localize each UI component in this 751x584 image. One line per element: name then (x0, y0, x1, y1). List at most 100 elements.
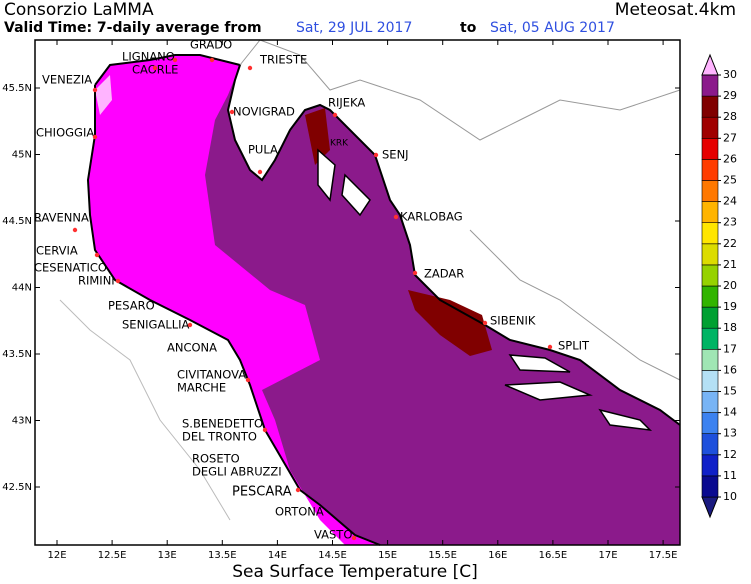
city-label: RIJEKA (328, 96, 365, 110)
city-label: CERVIA (36, 244, 78, 258)
border (469, 229, 681, 381)
colorbar-label: 25 (723, 174, 737, 187)
lon-tick-label: 12E (47, 550, 66, 561)
city-label: S.BENEDETTO (182, 417, 263, 431)
colorbar-segment (701, 95, 719, 118)
colorbar-label: 16 (723, 363, 737, 376)
city-label: SPLIT (558, 339, 590, 353)
border (239, 39, 681, 141)
colorbar-label: 17 (723, 342, 737, 355)
city-label: SIBENIK (490, 314, 536, 328)
coastline (86, 85, 381, 546)
title: Consorzio LaMMA (4, 0, 154, 20)
city-marker (295, 487, 301, 493)
colorbar-label: 19 (723, 300, 737, 313)
start-date: Sat, 29 JUL 2017 (296, 20, 412, 36)
colorbar-label: 30 (723, 68, 737, 81)
colorbar-label: 24 (723, 195, 737, 208)
colorbar-segment (701, 475, 719, 498)
city-label: VENEZIA (42, 73, 92, 87)
map-frame (34, 39, 681, 546)
colorbar-label: 13 (723, 427, 737, 440)
island (317, 148, 336, 202)
cities: GRADOLIGNANOCAORLETRIESTEVENEZIARIJEKANO… (34, 38, 590, 542)
city-marker (351, 535, 357, 541)
city-label: ZADAR (424, 267, 464, 281)
city-label: CIVITANOVA (177, 368, 246, 382)
colorbar-segment (701, 327, 719, 350)
colorbar-segment (701, 222, 719, 245)
colorbar-label: 22 (723, 237, 737, 250)
lon-tick-label: 12.5E (98, 550, 127, 561)
lon-tick-label: 15.5E (428, 550, 457, 561)
sea-28-29 (88, 55, 680, 545)
colorbar-segment (701, 74, 719, 97)
colorbar-segment (701, 454, 719, 477)
city-label: PESCARA (232, 485, 292, 500)
city-marker (209, 57, 215, 63)
city-marker (92, 134, 98, 140)
lon-tick-label: 13.5E (208, 550, 237, 561)
city-marker (412, 270, 418, 276)
city-label: SENJ (382, 148, 409, 162)
city-label: KRK (330, 139, 349, 149)
city-label: NOVIGRAD (233, 105, 295, 119)
colorbar-segment (701, 201, 719, 224)
island (508, 354, 571, 373)
city-marker (373, 152, 379, 158)
x-label: Sea Surface Temperature [C] (232, 562, 477, 580)
city-label: DEL TRONTO (182, 430, 257, 444)
valid-prefix: Valid Time: 7-daily average from (4, 20, 262, 36)
city-label: MARCHE (177, 381, 226, 395)
city-marker (482, 320, 488, 326)
colorbar-segment (701, 159, 719, 181)
city-label: CHIOGGIA (36, 126, 94, 140)
city-label: RIMINI (78, 274, 115, 288)
city-label: PULA (248, 143, 278, 157)
source: Meteosat.4km (615, 0, 736, 20)
colorbar-label: 18 (723, 321, 737, 334)
lon-tick-label: 16E (488, 550, 507, 561)
city-marker (262, 427, 268, 433)
colorbar-label: 15 (723, 385, 737, 398)
colorbar-segment (701, 180, 719, 202)
sea-29-30 (88, 55, 380, 545)
city-label: VASTO (314, 528, 352, 542)
colorbar-label: 21 (723, 258, 737, 271)
city-label: RAVENNA (34, 211, 89, 225)
sea-30 (95, 75, 112, 115)
city-label: DEGLI ABRUZZI (192, 465, 282, 479)
city-label: KARLOBAG (400, 210, 463, 224)
end-date: Sat, 05 AUG 2017 (490, 20, 615, 36)
city-marker (332, 112, 338, 118)
colorbar-segment (701, 412, 719, 435)
colorbar-segment (701, 370, 719, 392)
city-marker (92, 87, 98, 93)
lat-tick-label: 43N (12, 416, 32, 427)
island (504, 381, 593, 401)
colorbar-segment (701, 264, 719, 287)
lat-tick-label: 42.5N (2, 482, 32, 493)
colorbar-label: 14 (723, 406, 737, 419)
border (59, 299, 231, 521)
city-marker (115, 278, 121, 284)
colorbar-segment (701, 243, 719, 266)
city-marker (94, 252, 100, 258)
colorbar-label: 12 (723, 448, 737, 461)
city-marker (152, 65, 158, 71)
sea-27-28 (408, 290, 492, 356)
lat-tick-label: 43.5N (2, 349, 32, 360)
colorbar-segment (701, 306, 719, 329)
lon-tick-label: 16.5E (539, 550, 568, 561)
to: to (460, 20, 477, 36)
lon-tick-label: 15E (378, 550, 397, 561)
colorbar-segment (701, 348, 719, 371)
lat-tick-label: 44N (12, 283, 32, 294)
city-label: ROSETO (192, 452, 240, 466)
colorbar-segment (701, 116, 719, 139)
colorbar-label: 20 (723, 279, 737, 292)
colorbar-label: 23 (723, 216, 737, 229)
colorbar-segment (701, 285, 719, 308)
city-label: GRADO (190, 38, 232, 52)
